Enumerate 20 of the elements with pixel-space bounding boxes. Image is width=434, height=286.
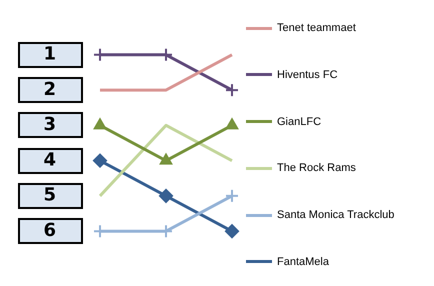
y-tick-label: 5 (43, 184, 56, 206)
legend-label: The Rock Rams (277, 162, 356, 174)
y-tick-label: 1 (43, 43, 56, 64)
y-tick-label: 2 (43, 78, 56, 100)
point (226, 118, 238, 130)
legend-label: FantaMela (277, 256, 329, 268)
y-tick-label: 3 (43, 114, 56, 136)
y-tick-label: 6 (43, 220, 56, 241)
point (94, 118, 106, 130)
y-tick-label: 4 (43, 149, 56, 170)
legend-label: GianLFC (277, 116, 322, 128)
legend-label: Hiventus FC (277, 68, 338, 81)
legend-label: Tenet teammaet (277, 22, 356, 34)
point (225, 188, 239, 203)
point (225, 224, 239, 238)
point (159, 188, 173, 203)
point (225, 83, 239, 98)
legend-label: Santa Monica Trackclub (277, 209, 394, 222)
point (160, 154, 172, 165)
point (93, 154, 107, 168)
